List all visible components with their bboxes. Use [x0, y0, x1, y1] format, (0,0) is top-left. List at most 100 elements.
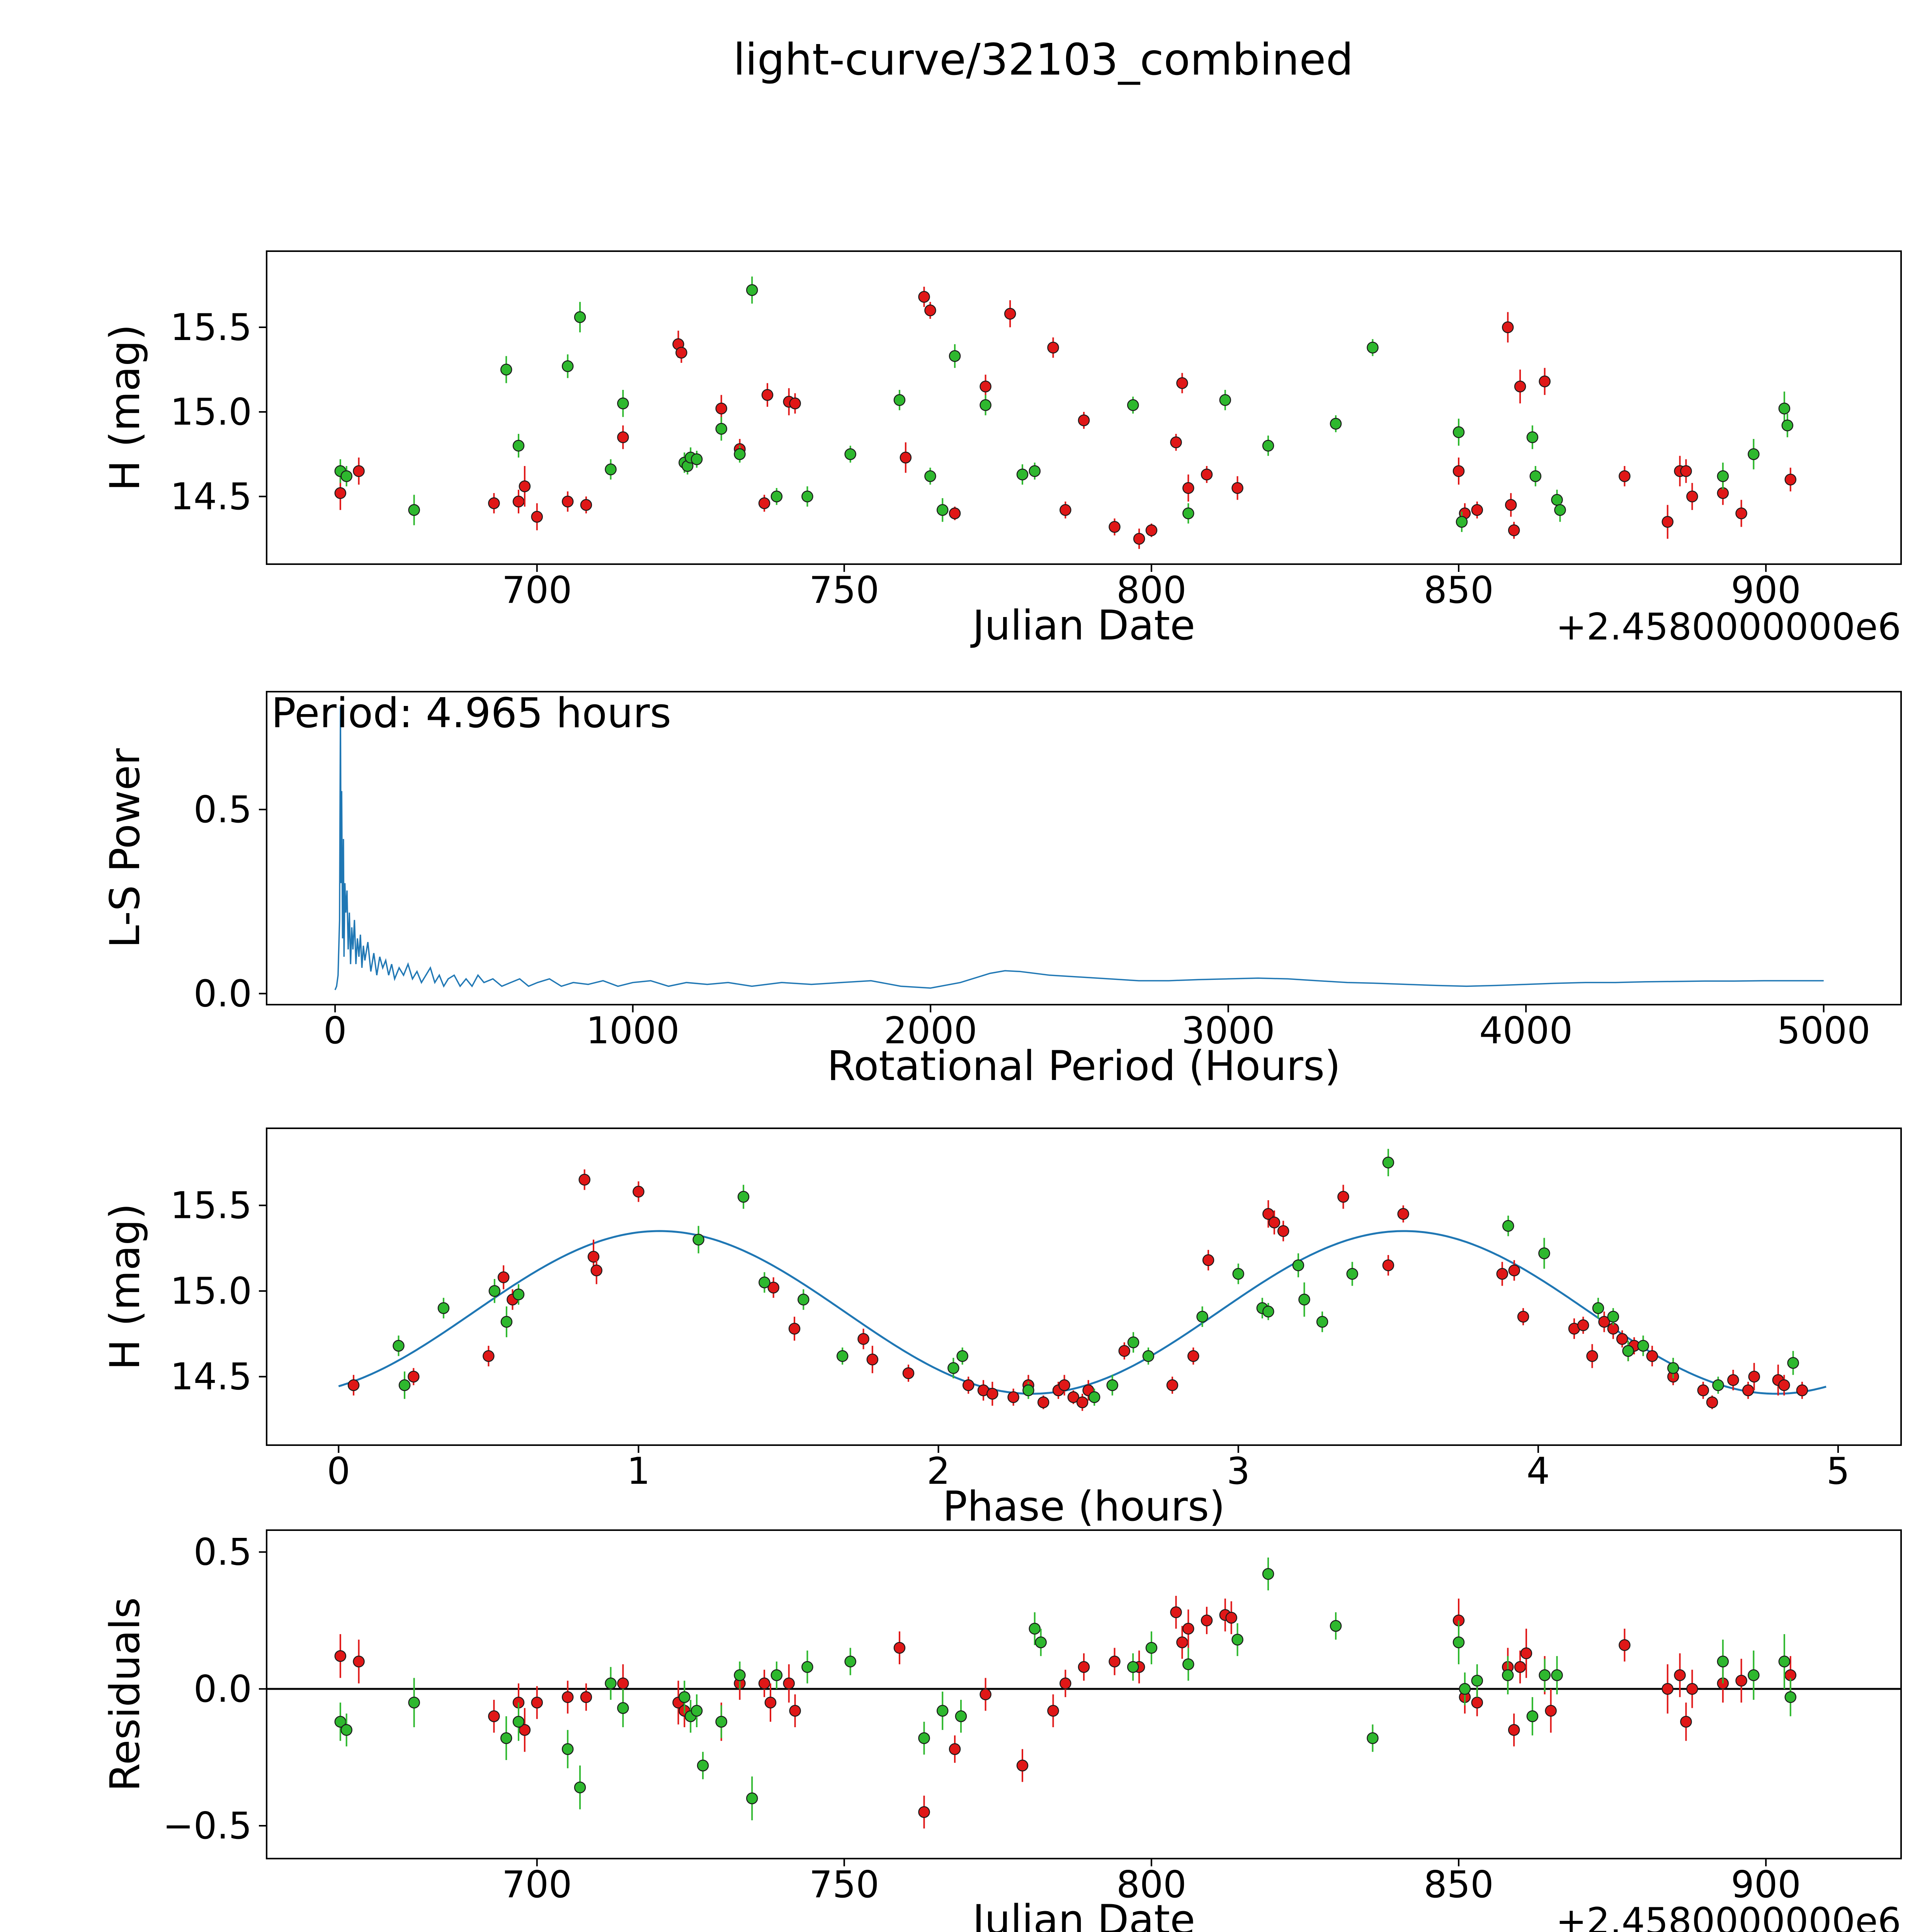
x-tick-label: 2 [927, 1450, 950, 1493]
data-point-red [1517, 1311, 1529, 1323]
data-point-green [1029, 1622, 1041, 1635]
data-point-red [578, 1173, 590, 1186]
data-point-green [512, 1288, 525, 1301]
data-point-red [353, 1655, 365, 1668]
data-point-green [1367, 342, 1379, 354]
data-point-green [798, 1293, 810, 1306]
data-point-red [1646, 1350, 1658, 1362]
data-point-red [675, 347, 687, 359]
data-point-red [866, 1354, 879, 1366]
data-point-green [1637, 1340, 1649, 1352]
data-point-green [1142, 1350, 1155, 1362]
data-point-green [1502, 1669, 1514, 1681]
data-point-green [844, 448, 856, 460]
data-point-green [1182, 1658, 1194, 1670]
data-point-green [692, 1233, 704, 1246]
data-point-green [955, 1710, 967, 1722]
x-tick-label: 4000 [1479, 1010, 1573, 1052]
series-red [334, 1596, 1797, 1829]
y-axis-label: Residuals [101, 1597, 149, 1792]
data-point-green [1231, 1634, 1243, 1646]
x-tick-label: 800 [1116, 569, 1186, 612]
data-point-green [1592, 1302, 1604, 1314]
data-point-red [1170, 436, 1182, 449]
data-point-red [924, 304, 936, 316]
y-tick-label: 15.5 [170, 306, 252, 349]
panel-periodogram: 0 1000 2000 3000 4000 5000 0.0 0.5 Rotational Pe… [101, 689, 1902, 1090]
data-point-red [1176, 377, 1188, 389]
data-point-red [590, 1264, 603, 1277]
data-point-green [561, 1743, 574, 1755]
data-point-red [949, 1743, 961, 1755]
data-point-red [617, 431, 629, 443]
data-point-red [497, 1271, 510, 1283]
data-point-red [767, 1281, 779, 1294]
data-point-red [1452, 465, 1465, 477]
x-axis-label: Julian Date [970, 602, 1196, 649]
period-annotation: Period: 4.965 hours [271, 689, 671, 737]
data-point-green [759, 1276, 770, 1289]
data-point-green [1667, 1362, 1679, 1374]
data-point-red [1662, 516, 1673, 528]
data-point-green [1607, 1311, 1619, 1323]
data-point-red [1735, 507, 1747, 519]
data-point-green [500, 1316, 513, 1328]
data-point-green [1088, 1391, 1100, 1403]
data-point-green [936, 1705, 949, 1717]
data-point-green [947, 1362, 959, 1374]
data-point-green [1452, 1636, 1465, 1648]
data-point-green [746, 1792, 758, 1804]
panel-residuals: 700 750 800 850 900 −0.5 0.0 0.5 Julian Date Resi… [101, 1529, 1902, 1932]
data-point-red [1201, 468, 1213, 481]
data-point-green [697, 1759, 709, 1772]
x-tick-label: 750 [809, 569, 879, 612]
data-point-red [1748, 1371, 1760, 1383]
data-point-red [857, 1333, 869, 1345]
data-point-red [1182, 482, 1194, 494]
y-tick-label: 15.0 [170, 391, 252, 434]
data-point-red [1508, 1724, 1520, 1736]
data-point-green [1551, 1669, 1563, 1681]
data-point-green [340, 1724, 352, 1736]
data-point-red [1778, 1379, 1790, 1391]
data-point-green [617, 1702, 629, 1714]
data-point-green [617, 397, 629, 410]
data-point-green [734, 1669, 746, 1681]
data-point-green [1554, 504, 1566, 516]
data-point-green [1330, 418, 1342, 430]
data-point-green [844, 1655, 856, 1668]
data-point-red [1520, 1647, 1532, 1659]
data-point-green [770, 1669, 783, 1681]
data-point-red [1686, 490, 1698, 503]
data-point-green [1262, 1306, 1274, 1318]
x-tick-label: 700 [502, 1864, 572, 1906]
data-point-red [1784, 473, 1797, 486]
data-point-red [1796, 1384, 1808, 1396]
axes-frame [266, 1529, 1902, 1859]
data-point-red [1586, 1350, 1598, 1362]
x-tick-label: 700 [502, 569, 572, 612]
data-point-red [1735, 1675, 1747, 1687]
data-point-green [715, 1716, 728, 1728]
data-point-red [1202, 1254, 1214, 1266]
data-point-red [1337, 1191, 1349, 1203]
data-point-green [1538, 1247, 1550, 1259]
data-point-green [408, 504, 420, 516]
panel-jd-magnitude: 700 750 800 850 900 14.5 15.0 15.5 Julian Date H … [101, 250, 1902, 649]
data-point-red [1662, 1683, 1673, 1695]
data-point-red [1697, 1384, 1709, 1396]
data-point-green [1622, 1345, 1634, 1357]
data-point-red [1145, 524, 1158, 536]
data-point-green [936, 504, 949, 516]
data-point-green [1330, 1620, 1342, 1632]
data-point-green [1298, 1293, 1310, 1306]
y-tick-label: 0.0 [194, 973, 252, 1015]
data-point-red [783, 1677, 795, 1689]
data-point-red [1545, 1705, 1557, 1717]
axes-frame [266, 1128, 1902, 1446]
y-axis-label: H (mag) [101, 1203, 149, 1370]
data-point-green [393, 1340, 405, 1352]
data-point-red [531, 1697, 543, 1709]
data-point-red [1182, 1622, 1194, 1635]
